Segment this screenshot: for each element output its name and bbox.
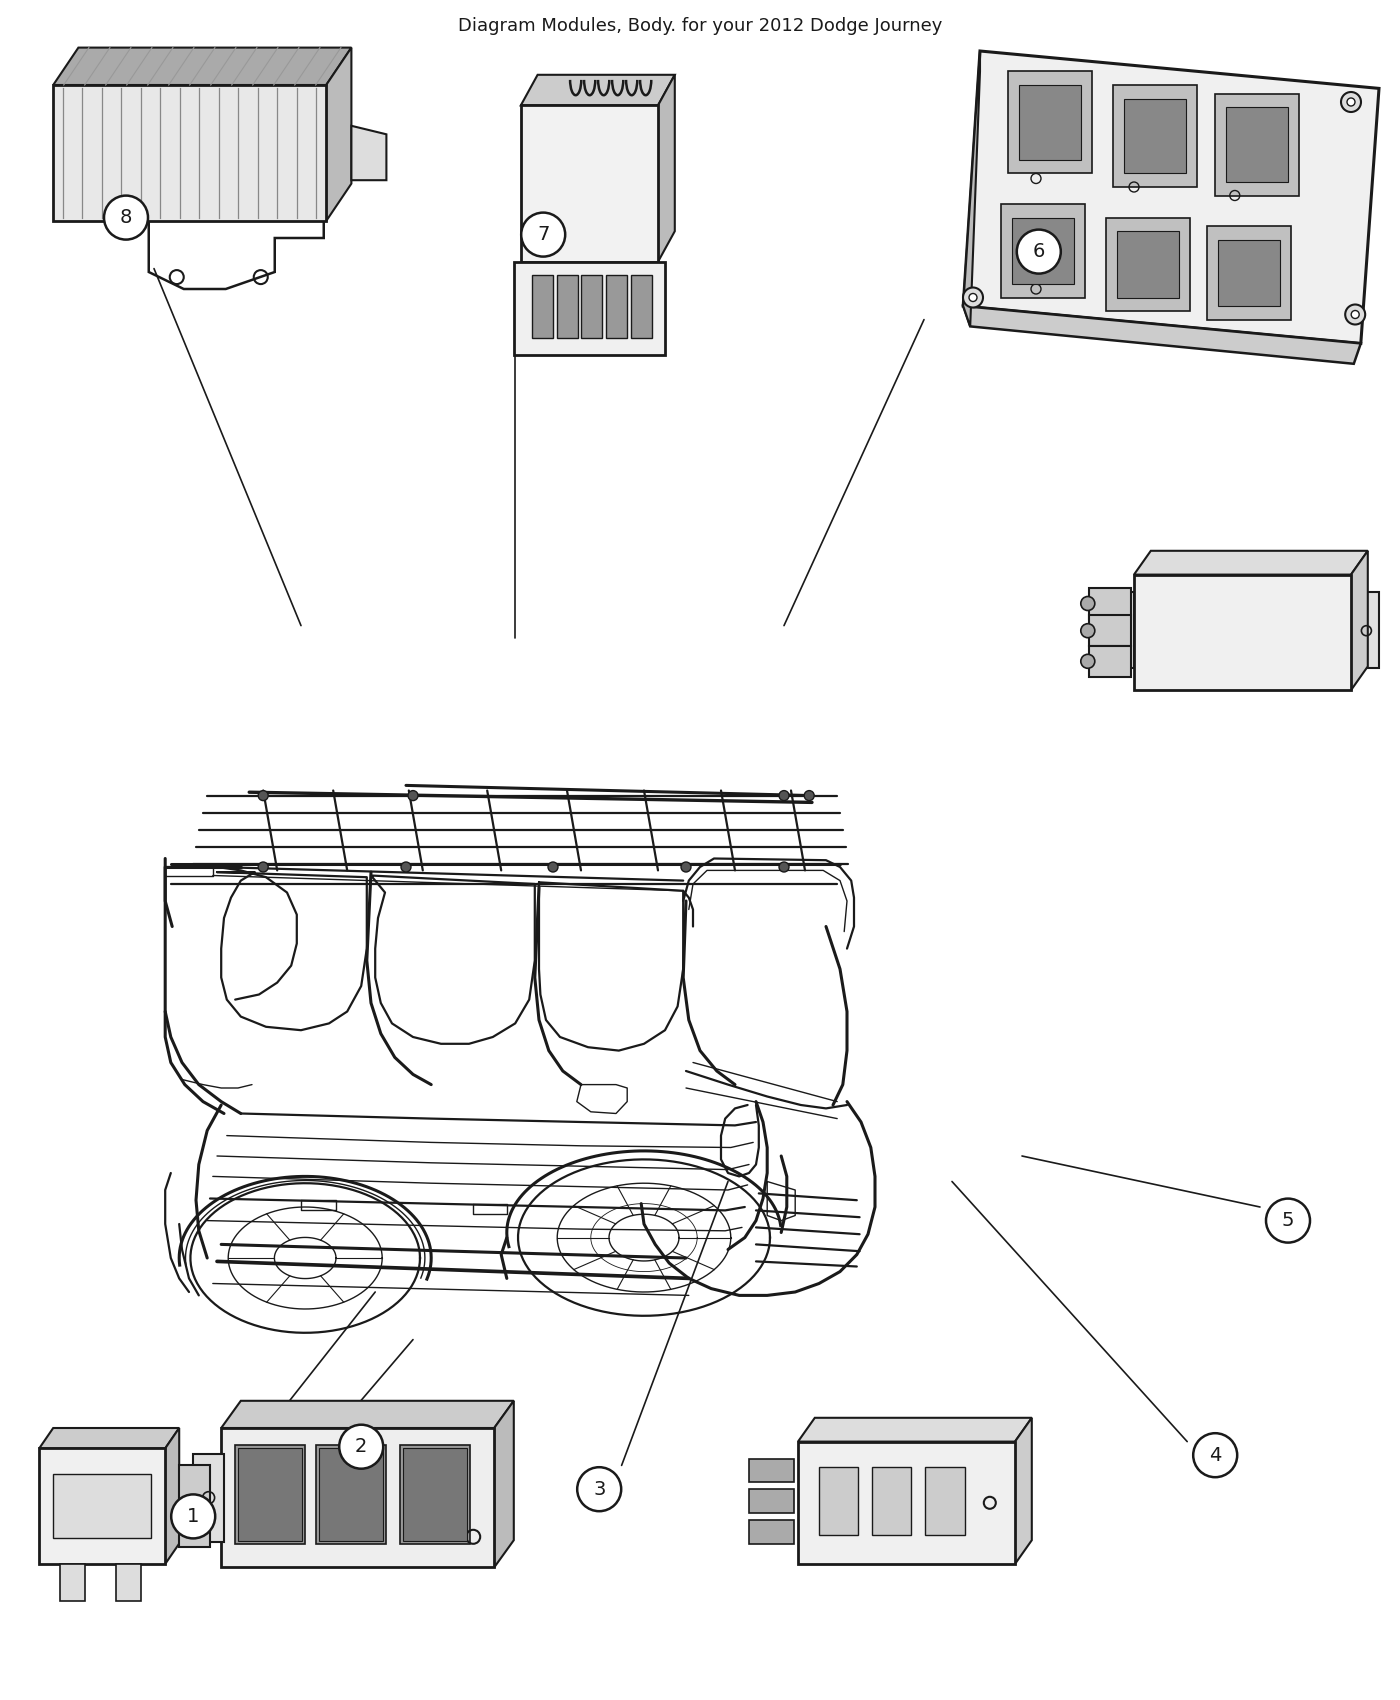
Text: Diagram Modules, Body. for your 2012 Dodge Journey: Diagram Modules, Body. for your 2012 Dod… — [458, 17, 942, 36]
Polygon shape — [1226, 107, 1288, 182]
Bar — [1089, 615, 1131, 646]
Bar — [1134, 575, 1351, 690]
Bar — [581, 275, 602, 338]
Bar — [60, 1564, 85, 1601]
Circle shape — [400, 862, 412, 872]
Polygon shape — [39, 1428, 179, 1448]
Polygon shape — [1124, 99, 1186, 173]
Polygon shape — [1015, 1418, 1032, 1564]
Bar — [53, 1474, 151, 1539]
Bar — [749, 1459, 794, 1482]
Bar — [1354, 592, 1379, 668]
Text: 1: 1 — [188, 1506, 199, 1527]
Bar — [749, 1520, 794, 1544]
Polygon shape — [351, 126, 386, 180]
Bar — [179, 1465, 210, 1547]
Polygon shape — [1117, 231, 1179, 298]
Polygon shape — [1218, 240, 1280, 306]
Bar — [521, 105, 658, 262]
Circle shape — [1081, 597, 1095, 610]
Polygon shape — [1215, 94, 1299, 196]
Bar — [235, 1445, 305, 1544]
Circle shape — [1341, 92, 1361, 112]
Bar — [819, 1467, 858, 1535]
Bar — [557, 275, 578, 338]
Circle shape — [1081, 654, 1095, 668]
Polygon shape — [1351, 551, 1368, 690]
Polygon shape — [521, 75, 675, 105]
Circle shape — [1351, 311, 1359, 318]
Bar — [798, 1442, 1015, 1564]
Bar — [1089, 646, 1131, 677]
Text: 8: 8 — [120, 207, 132, 228]
Bar — [238, 1448, 302, 1540]
Bar — [532, 275, 553, 338]
Circle shape — [1193, 1433, 1238, 1477]
Bar — [1089, 588, 1131, 619]
Polygon shape — [1106, 218, 1190, 311]
Polygon shape — [1134, 551, 1368, 575]
Circle shape — [969, 294, 977, 301]
Circle shape — [1016, 230, 1061, 274]
Bar — [53, 85, 326, 221]
Circle shape — [104, 196, 148, 240]
Circle shape — [339, 1425, 384, 1469]
Circle shape — [1081, 624, 1095, 638]
Circle shape — [680, 862, 692, 872]
Text: 3: 3 — [594, 1479, 605, 1499]
Circle shape — [1345, 304, 1365, 325]
Bar — [400, 1445, 470, 1544]
Text: 5: 5 — [1282, 1210, 1294, 1231]
Polygon shape — [1019, 85, 1081, 160]
Circle shape — [963, 287, 983, 308]
Bar — [514, 262, 665, 355]
Bar — [116, 1564, 141, 1601]
Bar — [606, 275, 627, 338]
Bar — [39, 1448, 165, 1564]
Text: 4: 4 — [1210, 1445, 1221, 1465]
Polygon shape — [494, 1401, 514, 1567]
Bar — [193, 1454, 224, 1542]
Polygon shape — [165, 1428, 179, 1564]
Circle shape — [258, 790, 269, 801]
Bar — [319, 1448, 384, 1540]
Polygon shape — [963, 306, 1361, 364]
Polygon shape — [53, 48, 351, 85]
Circle shape — [1347, 99, 1355, 105]
Text: 6: 6 — [1033, 241, 1044, 262]
Polygon shape — [1012, 218, 1074, 284]
Polygon shape — [221, 1401, 514, 1428]
Circle shape — [171, 1494, 216, 1538]
Circle shape — [258, 862, 269, 872]
Polygon shape — [1008, 71, 1092, 173]
Bar — [403, 1448, 468, 1540]
Bar — [630, 275, 651, 338]
Polygon shape — [1113, 85, 1197, 187]
Bar — [1109, 592, 1134, 668]
Circle shape — [407, 790, 419, 801]
Polygon shape — [326, 48, 351, 221]
Circle shape — [577, 1467, 622, 1511]
Polygon shape — [963, 51, 1379, 343]
Bar — [221, 1428, 494, 1567]
Circle shape — [778, 862, 790, 872]
Circle shape — [778, 790, 790, 801]
Circle shape — [1266, 1198, 1310, 1243]
Bar — [872, 1467, 911, 1535]
Text: 7: 7 — [538, 224, 549, 245]
Polygon shape — [1001, 204, 1085, 298]
Bar — [316, 1445, 386, 1544]
Text: 2: 2 — [356, 1436, 367, 1457]
Polygon shape — [798, 1418, 1032, 1442]
Bar — [925, 1467, 965, 1535]
Polygon shape — [658, 75, 675, 262]
Circle shape — [804, 790, 815, 801]
Bar — [749, 1489, 794, 1513]
Polygon shape — [963, 51, 980, 326]
Polygon shape — [1207, 226, 1291, 320]
Circle shape — [521, 212, 566, 257]
Circle shape — [547, 862, 559, 872]
